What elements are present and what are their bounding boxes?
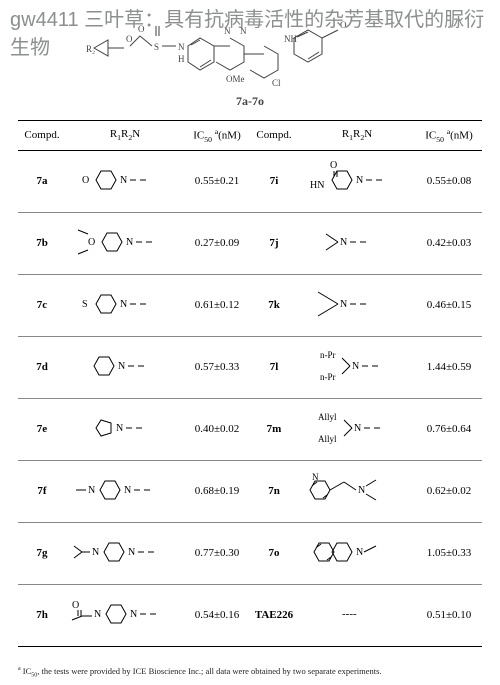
table-row: 7bON0.27±0.097jN0.42±0.03: [18, 212, 482, 274]
cell-structure: N: [66, 398, 184, 460]
svg-text:----: ----: [342, 608, 357, 620]
cell-ic50: 1.44±0.59: [416, 336, 482, 398]
svg-text:Allyl: Allyl: [318, 434, 337, 444]
cell-structure: Allyl Allyl N: [298, 398, 416, 460]
cell-compd: 7l: [250, 336, 298, 398]
table-row: 7aON0.55±0.217iOHNN0.55±0.08: [18, 150, 482, 212]
cell-ic50: 0.55±0.08: [416, 150, 482, 212]
cell-compd: 7h: [18, 584, 66, 646]
cell-ic50: 1.05±0.33: [416, 522, 482, 584]
cell-structure: NN: [66, 460, 184, 522]
cell-compd: 7n: [250, 460, 298, 522]
cell-structure: N: [66, 336, 184, 398]
svg-text:N: N: [94, 609, 101, 620]
svg-text:N: N: [340, 237, 347, 248]
th-compd-2: Compd.: [250, 121, 298, 151]
table-row: 7e N 0.40±0.027m Allyl Allyl N 0.76±0.64: [18, 398, 482, 460]
cell-compd: 7m: [250, 398, 298, 460]
table-row: 7h O N N 0.54±0.16TAE226 ---- 0.51±0.10: [18, 584, 482, 646]
svg-text:N: N: [120, 299, 127, 310]
svg-text:O: O: [330, 160, 337, 171]
cell-structure: N: [298, 274, 416, 336]
svg-text:N: N: [128, 547, 135, 558]
cell-ic50: 0.76±0.64: [416, 398, 482, 460]
svg-text:O: O: [82, 175, 89, 186]
table-row: 7gNN0.77±0.307oN1.05±0.33: [18, 522, 482, 584]
th-ic50-2: IC50 a(nM): [416, 121, 482, 151]
svg-text:N: N: [88, 485, 95, 496]
cell-ic50: 0.51±0.10: [416, 584, 482, 646]
th-compd-1: Compd.: [18, 121, 66, 151]
cell-ic50: 0.54±0.16: [184, 584, 250, 646]
cell-structure: ON: [66, 150, 184, 212]
cell-structure: ON: [66, 212, 184, 274]
svg-text:N: N: [124, 485, 131, 496]
th-r1r2n-1: R1R2N: [66, 121, 184, 151]
svg-text:N: N: [116, 423, 123, 434]
th-ic50-1: IC50 a(nM): [184, 121, 250, 151]
cell-compd: 7b: [18, 212, 66, 274]
cell-compd: 7f: [18, 460, 66, 522]
cell-ic50: 0.55±0.21: [184, 150, 250, 212]
svg-text:N: N: [358, 485, 365, 496]
th-r1r2n-2: R1R2N: [298, 121, 416, 151]
cell-structure: N: [298, 212, 416, 274]
svg-text:OMe: OMe: [226, 74, 245, 84]
svg-text:N: N: [130, 609, 137, 620]
svg-text:N: N: [118, 361, 125, 372]
cell-structure: N: [298, 522, 416, 584]
svg-text:N: N: [356, 547, 363, 558]
cell-compd: 7d: [18, 336, 66, 398]
cell-compd: 7g: [18, 522, 66, 584]
cell-structure: O HN N: [298, 150, 416, 212]
svg-text:N: N: [340, 299, 347, 310]
cell-ic50: 0.68±0.19: [184, 460, 250, 522]
cell-structure: n-Pr n-Pr N: [298, 336, 416, 398]
cell-compd: 7c: [18, 274, 66, 336]
cell-ic50: 0.77±0.30: [184, 522, 250, 584]
cell-structure: ONN: [66, 584, 184, 646]
cell-compd: 7j: [250, 212, 298, 274]
cell-ic50: 0.62±0.02: [416, 460, 482, 522]
svg-text:HN: HN: [310, 180, 324, 191]
page-title: gw4411 三叶草：具有抗病毒活性的杂芳基取代的脲衍生物: [0, 0, 500, 62]
svg-text:n-Pr: n-Pr: [320, 372, 336, 382]
svg-text:N: N: [92, 547, 99, 558]
svg-text:N: N: [356, 175, 363, 186]
svg-text:O: O: [88, 237, 95, 248]
table-row: 7d N 0.57±0.337l n-Pr n-Pr N 1.44±0.59: [18, 336, 482, 398]
table-row: 7cSN0.61±0.127kN0.46±0.15: [18, 274, 482, 336]
cell-structure: ----: [298, 584, 416, 646]
cell-structure: SN: [66, 274, 184, 336]
compound-table: Compd. R1R2N IC50 a(nM) Compd. R1R2N IC5…: [18, 120, 482, 647]
cell-ic50: 0.57±0.33: [184, 336, 250, 398]
cell-compd: 7i: [250, 150, 298, 212]
cell-compd: 7a: [18, 150, 66, 212]
cell-structure: NN: [66, 522, 184, 584]
cell-ic50: 0.46±0.15: [416, 274, 482, 336]
cell-structure: NN: [298, 460, 416, 522]
table-row: 7fNN0.68±0.197nNN0.62±0.02: [18, 460, 482, 522]
svg-text:N: N: [354, 423, 361, 434]
cell-compd: TAE226: [250, 584, 298, 646]
cell-compd: 7k: [250, 274, 298, 336]
table-footnote: a IC50, the tests were provided by ICE B…: [18, 666, 382, 679]
cell-ic50: 0.27±0.09: [184, 212, 250, 274]
table-header-row: Compd. R1R2N IC50 a(nM) Compd. R1R2N IC5…: [18, 121, 482, 151]
compound-range-label: 7a-7o: [0, 94, 500, 109]
svg-text:N: N: [126, 237, 133, 248]
cell-ic50: 0.61±0.12: [184, 274, 250, 336]
svg-text:Allyl: Allyl: [318, 412, 337, 422]
cell-ic50: 0.40±0.02: [184, 398, 250, 460]
svg-text:N: N: [312, 472, 319, 482]
cell-ic50: 0.42±0.03: [416, 212, 482, 274]
svg-text:O: O: [72, 600, 79, 611]
svg-text:N: N: [120, 175, 127, 186]
svg-text:N: N: [352, 361, 359, 372]
cell-compd: 7o: [250, 522, 298, 584]
cell-compd: 7e: [18, 398, 66, 460]
svg-text:S: S: [82, 299, 88, 310]
svg-text:Cl: Cl: [272, 78, 281, 88]
svg-text:n-Pr: n-Pr: [320, 350, 336, 360]
